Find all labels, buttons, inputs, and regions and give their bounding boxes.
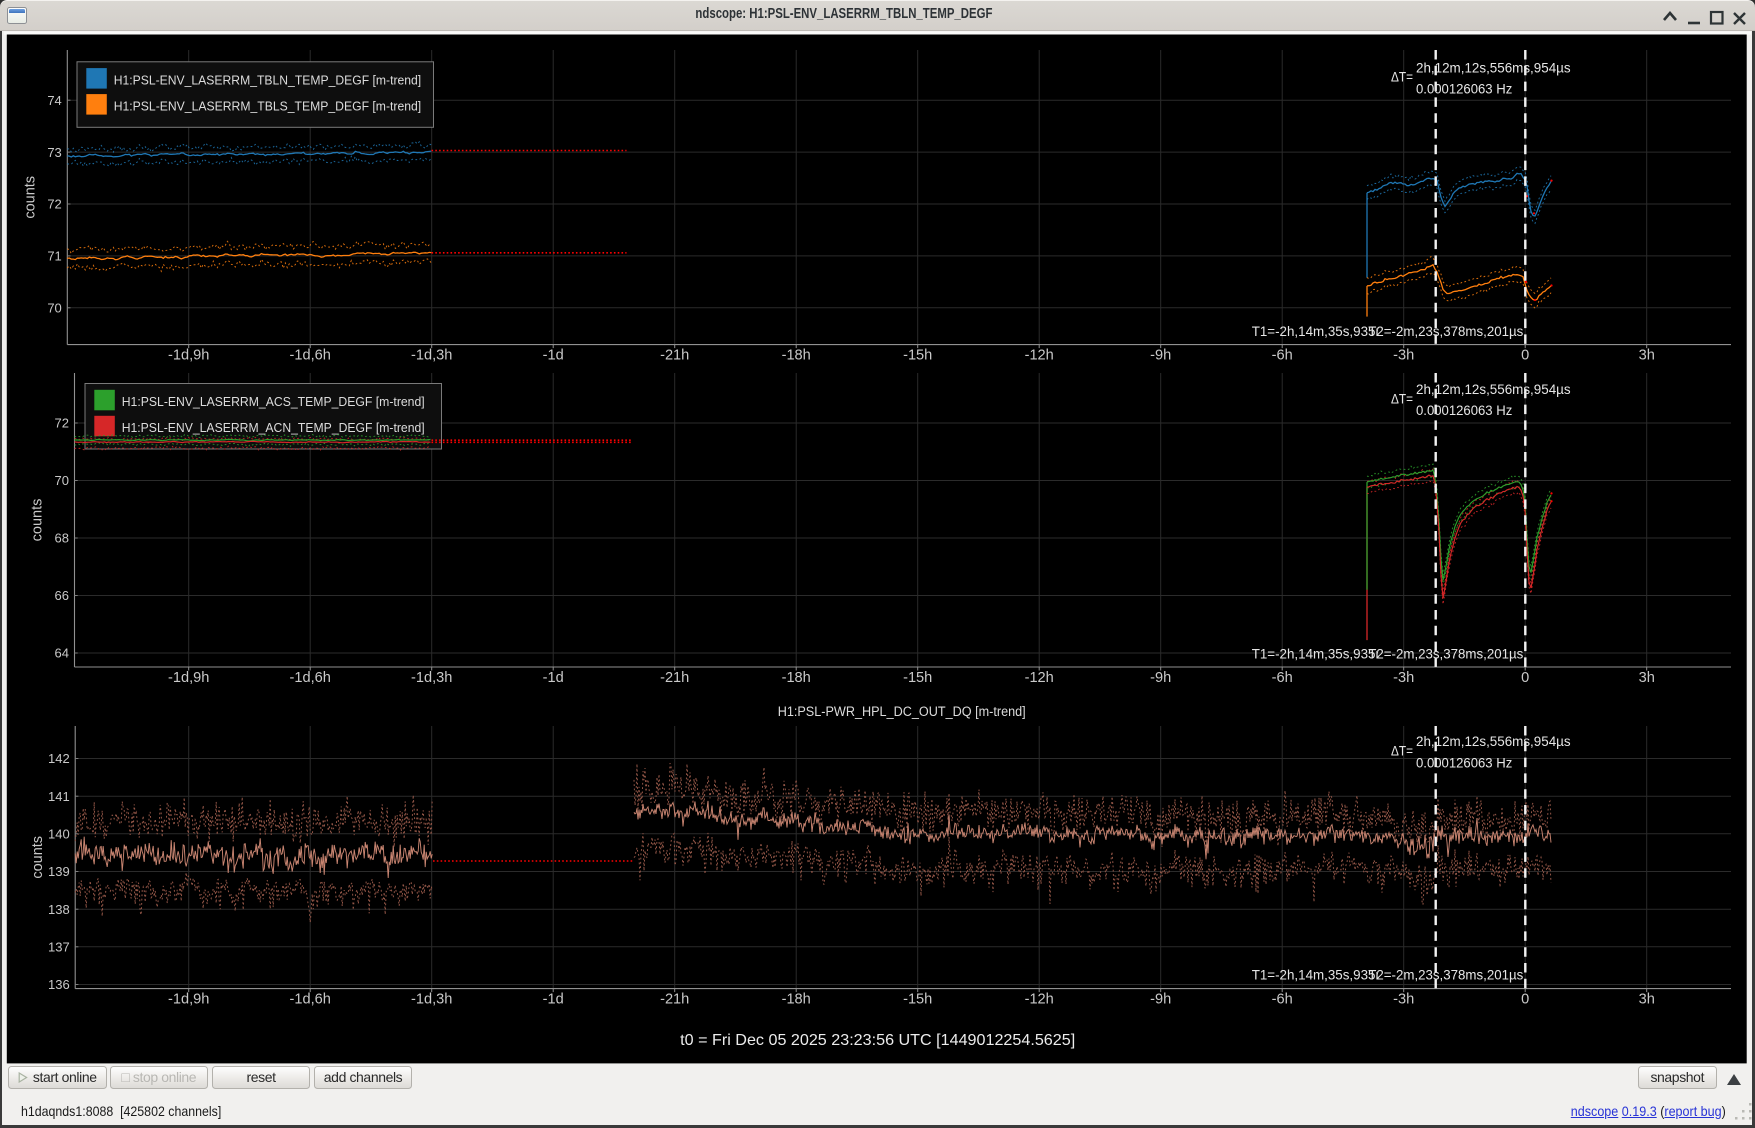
svg-text:73: 73	[47, 145, 61, 160]
svg-text:70: 70	[47, 301, 61, 316]
svg-text:74: 74	[47, 93, 61, 108]
svg-text:72: 72	[47, 197, 61, 212]
svg-text:H1:PSL-ENV_LASERRM_TBLN_TEMP_D: H1:PSL-ENV_LASERRM_TBLN_TEMP_DEGF [m-tre…	[114, 73, 422, 88]
svg-text:64: 64	[55, 646, 69, 661]
svg-text:137: 137	[48, 940, 70, 955]
svg-text:141: 141	[48, 789, 70, 804]
svg-text:2h,12m,12s,556ms,954µs: 2h,12m,12s,556ms,954µs	[1416, 734, 1571, 750]
svg-text:0.000126063 Hz: 0.000126063 Hz	[1416, 82, 1512, 98]
svg-text:t0 = Fri Dec 05 2025 23:23:56: t0 = Fri Dec 05 2025 23:23:56 UTC [14490…	[680, 1032, 1075, 1049]
svg-text:-12h: -12h	[1025, 670, 1054, 686]
svg-text:-9h: -9h	[1150, 670, 1171, 686]
svg-text:142: 142	[48, 751, 70, 766]
svg-text:3h: 3h	[1639, 991, 1655, 1007]
svg-text:-1d,9h: -1d,9h	[168, 991, 209, 1007]
svg-text:0: 0	[1521, 670, 1529, 686]
svg-text:-1d,6h: -1d,6h	[290, 347, 331, 363]
svg-text:counts: counts	[22, 176, 38, 219]
svg-text:-1d: -1d	[543, 347, 564, 363]
svg-text:2h,12m,12s,556ms,954µs: 2h,12m,12s,556ms,954µs	[1416, 61, 1571, 77]
svg-text:3h: 3h	[1639, 670, 1655, 686]
svg-text:0: 0	[1521, 991, 1529, 1007]
svg-text:H1:PSL-ENV_LASERRM_TBLS_TEMP_D: H1:PSL-ENV_LASERRM_TBLS_TEMP_DEGF [m-tre…	[114, 99, 422, 114]
svg-text:ΔT=: ΔT=	[1391, 392, 1413, 407]
svg-text:-21h: -21h	[660, 991, 689, 1007]
svg-text:-21h: -21h	[660, 670, 689, 686]
svg-text:66: 66	[55, 588, 69, 603]
svg-text:-3h: -3h	[1393, 670, 1414, 686]
svg-text:-3h: -3h	[1393, 347, 1414, 363]
svg-text:-15h: -15h	[903, 670, 932, 686]
svg-text:-12h: -12h	[1025, 347, 1054, 363]
svg-text:T1=-2h,14m,35s,935ms,556µs: T1=-2h,14m,35s,935ms,556µs	[1252, 968, 1434, 983]
svg-text:138: 138	[48, 902, 70, 917]
svg-text:71: 71	[47, 249, 61, 264]
svg-text:-6h: -6h	[1272, 991, 1293, 1007]
svg-text:T2=-2m,23s,378ms,201µs: T2=-2m,23s,378ms,201µs	[1368, 324, 1523, 339]
svg-text:H1:PSL-ENV_LASERRM_ACS_TEMP_DE: H1:PSL-ENV_LASERRM_ACS_TEMP_DEGF [m-tren…	[122, 394, 425, 409]
svg-text:-18h: -18h	[782, 991, 811, 1007]
svg-text:T2=-2m,23s,378ms,201µs: T2=-2m,23s,378ms,201µs	[1368, 647, 1523, 662]
svg-text:-1d: -1d	[543, 991, 564, 1007]
svg-text:-9h: -9h	[1150, 347, 1171, 363]
svg-text:-9h: -9h	[1150, 991, 1171, 1007]
svg-text:-1d,6h: -1d,6h	[290, 991, 331, 1007]
svg-text:136: 136	[48, 977, 70, 992]
svg-text:-18h: -18h	[782, 347, 811, 363]
svg-text:-3h: -3h	[1393, 991, 1414, 1007]
svg-text:70: 70	[55, 473, 69, 488]
svg-text:-1d,3h: -1d,3h	[411, 991, 452, 1007]
svg-text:H1:PSL-ENV_LASERRM_ACN_TEMP_DE: H1:PSL-ENV_LASERRM_ACN_TEMP_DEGF [m-tren…	[122, 420, 425, 435]
svg-text:T1=-2h,14m,35s,935ms,556µs: T1=-2h,14m,35s,935ms,556µs	[1252, 324, 1434, 339]
svg-text:72: 72	[55, 416, 69, 431]
svg-text:140: 140	[48, 827, 70, 842]
svg-text:-1d,3h: -1d,3h	[411, 670, 452, 686]
svg-text:T1=-2h,14m,35s,935ms,556µs: T1=-2h,14m,35s,935ms,556µs	[1252, 647, 1434, 662]
svg-text:-21h: -21h	[660, 347, 689, 363]
svg-text:0: 0	[1521, 347, 1529, 363]
svg-text:2h,12m,12s,556ms,954µs: 2h,12m,12s,556ms,954µs	[1416, 382, 1571, 398]
svg-text:-1d,9h: -1d,9h	[168, 347, 209, 363]
svg-text:-15h: -15h	[903, 347, 932, 363]
svg-text:-6h: -6h	[1272, 347, 1293, 363]
svg-text:T2=-2m,23s,378ms,201µs: T2=-2m,23s,378ms,201µs	[1368, 968, 1523, 983]
svg-text:-6h: -6h	[1272, 670, 1293, 686]
svg-text:ΔT=: ΔT=	[1391, 70, 1413, 85]
svg-text:-12h: -12h	[1025, 991, 1054, 1007]
svg-text:-18h: -18h	[782, 670, 811, 686]
svg-text:-1d: -1d	[543, 670, 564, 686]
svg-text:-15h: -15h	[903, 991, 932, 1007]
svg-text:0.000126063 Hz: 0.000126063 Hz	[1416, 756, 1512, 772]
svg-text:0.000126063 Hz: 0.000126063 Hz	[1416, 403, 1512, 419]
svg-text:ΔT=: ΔT=	[1391, 744, 1413, 759]
svg-text:counts: counts	[30, 836, 46, 879]
svg-text:-1d,9h: -1d,9h	[168, 670, 209, 686]
svg-text:3h: 3h	[1639, 347, 1655, 363]
svg-text:counts: counts	[30, 499, 46, 542]
svg-text:139: 139	[48, 864, 70, 879]
svg-text:68: 68	[55, 531, 69, 546]
svg-text:H1:PSL-PWR_HPL_DC_OUT_DQ [m-tr: H1:PSL-PWR_HPL_DC_OUT_DQ [m-trend]	[778, 704, 1026, 720]
svg-text:-1d,6h: -1d,6h	[290, 670, 331, 686]
svg-text:-1d,3h: -1d,3h	[411, 347, 452, 363]
